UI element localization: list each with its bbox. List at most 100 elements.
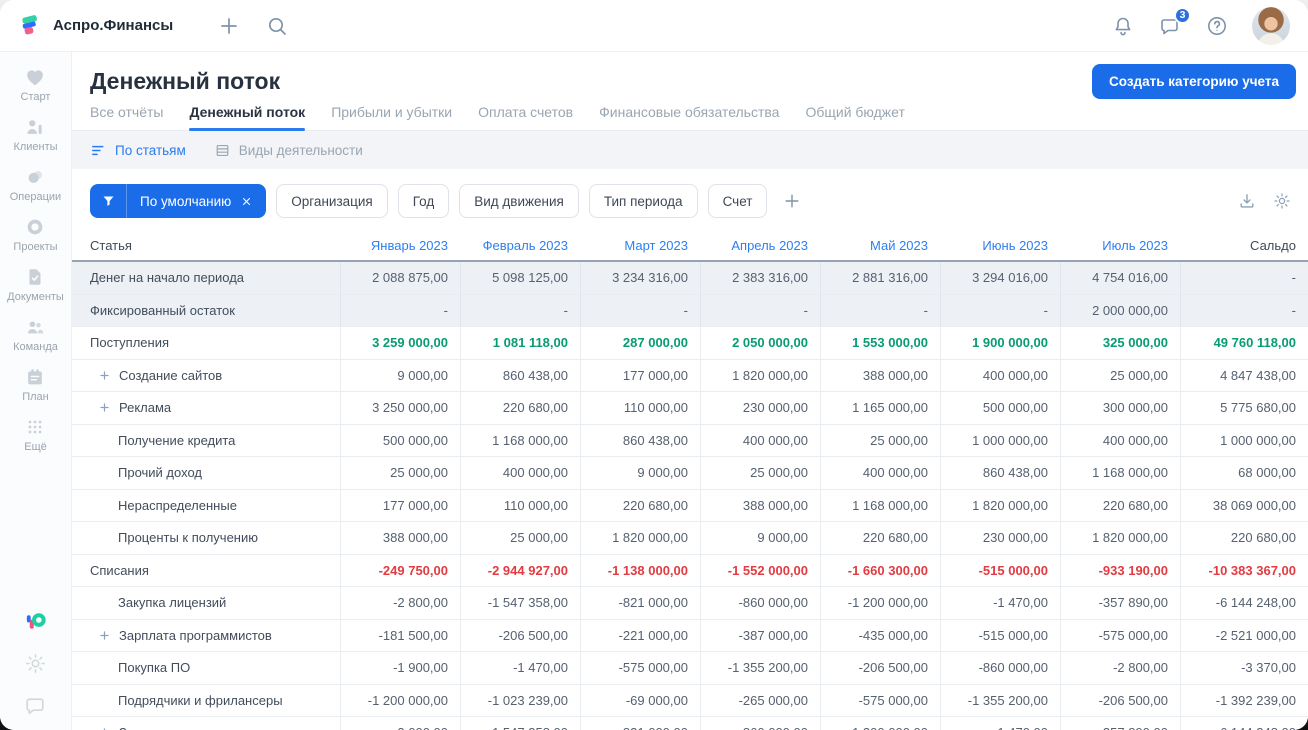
tab-Финансовые обязательства[interactable]: Финансовые обязательства <box>599 104 780 120</box>
expand-icon[interactable] <box>98 629 111 642</box>
sidebar-item-label: Клиенты <box>13 141 58 153</box>
table-row[interactable]: Зарплата программистов -181 500,00 -206 50… <box>72 619 1308 652</box>
settings-button[interactable] <box>23 651 48 676</box>
tab-Общий бюджет[interactable]: Общий бюджет <box>805 104 905 120</box>
sidebar-item-clients[interactable]: Клиенты <box>7 116 64 153</box>
value-cell: -1 200 000,00 <box>820 717 940 730</box>
view-По статьям[interactable]: По статьям <box>90 142 186 159</box>
tab-Денежный поток[interactable]: Денежный поток <box>189 104 305 131</box>
column-header[interactable]: Февраль 2023 <box>482 238 568 253</box>
table-settings-button[interactable] <box>1272 191 1292 211</box>
value-cell: -821 000,00 <box>580 587 700 619</box>
active-filter-chip[interactable]: По умолчанию <box>90 184 267 218</box>
value-cell: -860 000,00 <box>940 652 1060 684</box>
value-cell: -1 470,00 <box>940 587 1060 619</box>
value-cell: 9 000,00 <box>700 522 820 554</box>
sidebar-item-more[interactable]: Ещё <box>7 416 64 453</box>
remove-filter-icon[interactable] <box>240 195 253 208</box>
create-category-button[interactable]: Создать категорию учета <box>1092 63 1296 99</box>
column-header[interactable]: Май 2023 <box>870 238 928 253</box>
sidebar-footer <box>23 609 48 718</box>
value-cell: -6 144 248,00 <box>1180 717 1308 730</box>
add-filter-button[interactable] <box>782 191 802 211</box>
sidebar-item-plan[interactable]: План <box>7 366 64 403</box>
value-cell: - <box>1180 294 1308 326</box>
row-label-cell: Фиксированный остаток <box>72 295 340 327</box>
tab-Оплата счетов[interactable]: Оплата счетов <box>478 104 574 120</box>
table-row[interactable]: Списания -249 750,00 -2 944 927,00 -1 138 0… <box>72 554 1308 587</box>
value-cell: -206 500,00 <box>1060 684 1180 716</box>
table-row[interactable]: Денег на начало периода 2 088 875,00 5 098… <box>72 262 1308 295</box>
help-button[interactable] <box>1205 14 1229 38</box>
value-cell: 2 050 000,00 <box>700 327 820 359</box>
support-chat-button[interactable] <box>23 693 48 718</box>
table-row[interactable]: Поступления 3 259 000,00 1 081 118,00 287 0… <box>72 327 1308 360</box>
table-row[interactable]: Закупка лицензий -2 800,00 -1 547 358,00 -8… <box>72 587 1308 620</box>
table-row[interactable]: Подрядчики и фрилансеры -1 200 000,00 -1 0… <box>72 684 1308 717</box>
table-row[interactable]: Проценты к получению 388 000,00 25 000,00 1… <box>72 522 1308 555</box>
sidebar-item-operations[interactable]: Операции <box>7 166 64 203</box>
value-cell: 860 438,00 <box>940 457 1060 489</box>
table-row[interactable]: Получение кредита 500 000,00 1 168 000,00 8… <box>72 424 1308 457</box>
filter-chip[interactable]: Тип периода <box>588 184 698 218</box>
value-cell: 860 438,00 <box>580 424 700 456</box>
view-Виды деятельности[interactable]: Виды деятельности <box>214 142 363 159</box>
messages-button[interactable]: 3 <box>1158 6 1191 38</box>
value-cell: -221 000,00 <box>580 619 700 651</box>
value-cell: 220 680,00 <box>820 522 940 554</box>
row-label: Покупка ПО <box>118 660 191 676</box>
table-row[interactable]: Прочий доход 25 000,00 400 000,00 9 000,00 2… <box>72 457 1308 490</box>
column-header[interactable]: Январь 2023 <box>370 238 448 253</box>
aspro-logo-icon <box>18 13 44 39</box>
tab-Все отчёты[interactable]: Все отчёты <box>90 104 164 120</box>
value-cell: -1 552 000,00 <box>700 554 820 586</box>
column-header[interactable]: Июль 2023 <box>1102 238 1168 253</box>
search-button[interactable] <box>265 14 289 38</box>
expand-icon[interactable] <box>98 726 111 730</box>
column-header[interactable]: Март 2023 <box>624 238 688 253</box>
filter-chip[interactable]: Вид движения <box>459 184 579 218</box>
expand-icon[interactable] <box>98 401 111 414</box>
export-button[interactable] <box>1237 191 1257 211</box>
notifications-button[interactable] <box>1111 14 1135 38</box>
table-row[interactable]: Реклама 3 250 000,00 220 680,00 110 000,00 2… <box>72 392 1308 425</box>
table-row[interactable]: Нераспределенные 177 000,00 110 000,00 220 … <box>72 489 1308 522</box>
value-cell: -1 660 300,00 <box>820 554 940 586</box>
value-cell: - <box>460 294 580 326</box>
sidebar-item-start[interactable]: Старт <box>7 66 64 103</box>
heart-icon <box>24 66 46 88</box>
aspro-app-icon[interactable] <box>23 609 48 634</box>
row-label: Создание сайтов <box>119 367 223 383</box>
sidebar-item-projects[interactable]: Проекты <box>7 216 64 253</box>
tab-Прибыли и убытки[interactable]: Прибыли и убытки <box>331 104 453 120</box>
table-row[interactable]: Создание сайтов 9 000,00 860 438,00 177 000… <box>72 359 1308 392</box>
row-label: Прочий доход <box>118 465 202 481</box>
table-row[interactable]: Зарплата программистов -3 000,00-1 547 35… <box>72 717 1308 730</box>
sidebar-item-documents[interactable]: Документы <box>7 266 64 303</box>
user-avatar[interactable] <box>1252 6 1290 45</box>
filter-chip[interactable]: Организация <box>276 184 388 218</box>
value-cell: -69 000,00 <box>580 684 700 716</box>
sidebar-item-team[interactable]: Команда <box>7 316 64 353</box>
table-row[interactable]: Покупка ПО -1 900,00 -1 470,00 -575 000,00-… <box>72 652 1308 685</box>
value-cell: 1 000 000,00 <box>1180 424 1308 456</box>
row-label-cell: Зарплата программистов <box>72 717 340 730</box>
team-icon <box>24 316 46 338</box>
expand-icon[interactable] <box>98 369 111 382</box>
create-new-button[interactable] <box>217 14 241 38</box>
sidebar-item-label: Операции <box>9 191 62 203</box>
value-cell: -6 144 248,00 <box>1180 587 1308 619</box>
page-title: Денежный поток <box>90 67 281 94</box>
column-header[interactable]: Апрель 2023 <box>731 238 808 253</box>
sidebar-item-label: План <box>22 391 49 403</box>
filter-chip[interactable]: Счет <box>707 184 768 218</box>
value-cell: 230 000,00 <box>940 522 1060 554</box>
value-cell: -206 500,00 <box>460 619 580 651</box>
value-cell: -10 383 367,00 <box>1180 554 1308 586</box>
filter-chip[interactable]: Год <box>397 184 450 218</box>
table-row[interactable]: Фиксированный остаток - - - - - -2 000 000,00- <box>72 294 1308 327</box>
value-cell: 230 000,00 <box>700 392 820 424</box>
column-header[interactable]: Июнь 2023 <box>982 238 1048 253</box>
value-cell: 287 000,00 <box>580 327 700 359</box>
